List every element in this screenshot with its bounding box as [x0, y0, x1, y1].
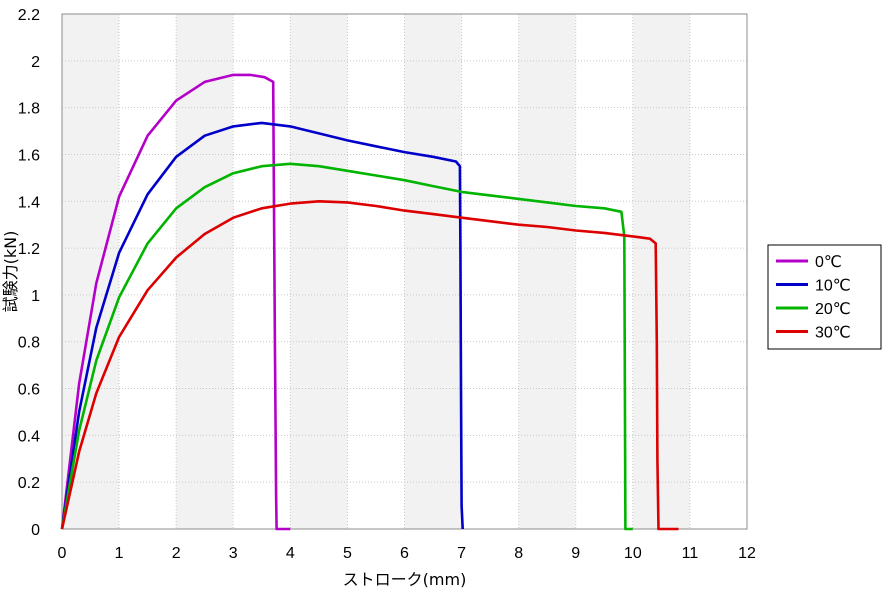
- y-tick-label: 2: [31, 54, 40, 71]
- series-lines: [60, 73, 679, 531]
- legend-label-2: 20℃: [815, 301, 851, 318]
- plot-band: [119, 14, 177, 529]
- plot-band: [176, 14, 234, 529]
- y-tick-label: 1.8: [18, 101, 40, 118]
- plot-band: [518, 14, 576, 529]
- y-tick-label: 2.2: [18, 7, 40, 24]
- plot-frame: [61, 13, 748, 530]
- x-tick-label: 2: [172, 545, 181, 562]
- y-tick-label: 0: [31, 522, 40, 539]
- y-tick-label: 1: [31, 288, 40, 305]
- plot-band: [689, 14, 747, 529]
- x-tick-label: 11: [682, 545, 699, 562]
- series-line-3: [60, 200, 679, 531]
- legend: 0℃ 10℃ 20℃ 30℃: [767, 244, 882, 350]
- legend-label-3: 30℃: [815, 325, 851, 342]
- series-line-0: [60, 73, 291, 531]
- x-tick-label: 3: [229, 545, 238, 562]
- y-tick-label: 0.8: [18, 335, 40, 352]
- x-tick-label: 1: [115, 545, 124, 562]
- plot-band: [461, 14, 519, 529]
- plot-band: [233, 14, 291, 529]
- x-axis-title: ストローク(mm): [343, 570, 467, 589]
- y-tick-labels: 0 0.2 0.4 0.6 0.8 1 1.2 1.4 1.6 1.8 2 2.2: [18, 7, 40, 539]
- x-tick-label: 10: [624, 545, 642, 562]
- series-line-1: [60, 121, 464, 530]
- x-tick-label: 9: [571, 545, 580, 562]
- plot-band: [347, 14, 405, 529]
- x-tick-label: 12: [738, 545, 756, 562]
- y-tick-label: 0.4: [18, 428, 40, 445]
- x-tick-label: 0: [58, 545, 67, 562]
- legend-label-0: 0℃: [815, 254, 842, 271]
- x-tick-label: 5: [343, 545, 352, 562]
- y-tick-label: 0.6: [18, 382, 40, 399]
- plot-band: [290, 14, 348, 529]
- x-tick-label: 4: [286, 545, 295, 562]
- x-tick-labels: 0 1 2 3 4 5 6 7 8 9 10 11 12: [58, 545, 756, 562]
- y-tick-label: 1.6: [18, 147, 40, 164]
- series-line-2: [60, 162, 633, 531]
- x-tick-label: 6: [400, 545, 409, 562]
- y-axis-title: 試験力(kN): [1, 231, 20, 313]
- plot-band: [632, 14, 690, 529]
- plot-band: [404, 14, 462, 529]
- y-tick-label: 1.4: [18, 194, 40, 211]
- y-tick-label: 0.2: [18, 475, 40, 492]
- legend-label-1: 10℃: [815, 278, 851, 295]
- y-tick-label: 1.2: [18, 241, 40, 258]
- x-tick-label: 7: [457, 545, 466, 562]
- plot-background-bands: [62, 14, 747, 529]
- x-tick-label: 8: [514, 545, 523, 562]
